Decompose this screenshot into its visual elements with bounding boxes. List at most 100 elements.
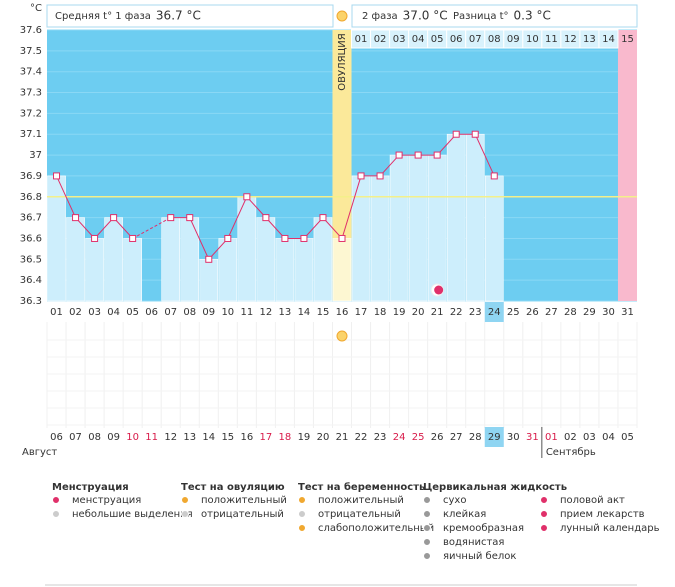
x-tick-label: 03 (88, 307, 101, 318)
y-tick-label: 36.7 (20, 213, 42, 224)
legend-title: Тест на беременность (298, 481, 425, 493)
temperature-bar (104, 217, 123, 302)
temperature-marker (262, 214, 270, 222)
legend-title: Менструация (52, 482, 129, 493)
legend-icon (298, 524, 306, 532)
date-label: 07 (69, 432, 82, 443)
phase2-day: 14 (602, 34, 615, 45)
date-label: 14 (202, 432, 215, 443)
x-tick-label: 15 (317, 307, 330, 318)
temperature-marker (205, 255, 213, 263)
legend-item: прием лекарств (560, 509, 645, 520)
legend-item: отрицательный (318, 509, 401, 520)
legend-item: половой акт (560, 495, 625, 506)
temperature-bar (465, 133, 485, 302)
legend-icon (540, 524, 548, 532)
phase2-day: 06 (450, 34, 463, 45)
x-tick-label: 20 (412, 307, 425, 318)
temperature-marker (471, 130, 479, 138)
temperature-marker (53, 172, 61, 180)
date-label: 27 (450, 432, 463, 443)
temperature-bar (427, 154, 447, 302)
sun-icon (336, 10, 348, 22)
y-tick-label: 37.5 (20, 46, 42, 57)
x-tick-label: 30 (602, 307, 615, 318)
x-tick-label: 18 (374, 307, 387, 318)
legend-item: кремообразная (443, 523, 524, 534)
x-tick-label: 21 (431, 307, 444, 318)
y-tick-label: 37.3 (20, 88, 42, 99)
temperature-bar (294, 238, 314, 302)
y-tick-label: 36.3 (20, 296, 42, 307)
x-tick-label: 10 (221, 307, 234, 318)
sun-icon (336, 330, 348, 342)
x-tick-label: 28 (564, 307, 577, 318)
temperature-marker (110, 214, 118, 222)
temperature-marker (224, 234, 232, 242)
phase2-day: 11 (545, 34, 558, 45)
diff-value: 0.3 °C (514, 9, 551, 23)
temperature-marker (186, 214, 194, 222)
temperature-bar (256, 217, 276, 302)
date-label: 23 (374, 432, 387, 443)
date-label: 24 (393, 432, 406, 443)
temperature-bar (408, 154, 428, 302)
phase2-day: 12 (564, 34, 577, 45)
temperature-bar (123, 238, 142, 302)
x-tick-label: 13 (279, 307, 292, 318)
date-label: 25 (412, 432, 425, 443)
ovulation-label: ОВУЛЯЦИЯ (337, 33, 348, 91)
x-tick-label: 05 (126, 307, 139, 318)
phase2-day: 01 (355, 34, 368, 45)
legend-title: Цервикальная жидкость (423, 482, 567, 493)
legend-item: яичный белок (443, 551, 516, 562)
today-box (484, 302, 504, 322)
y-tick-label: 36.4 (20, 275, 42, 286)
phase2-day: 09 (507, 34, 520, 45)
temperature-marker (395, 151, 403, 159)
temperature-bar (351, 175, 371, 302)
legend-title: Тест на овуляцию (181, 482, 285, 493)
date-label: 31 (526, 432, 539, 443)
date-label: 22 (355, 432, 368, 443)
temperature-bar (161, 217, 181, 302)
legend-item: положительный (201, 495, 287, 506)
header-phase1 (46, 4, 334, 28)
temperature-marker (72, 214, 80, 222)
date-label: 09 (107, 432, 120, 443)
legend-item: положительный (318, 495, 404, 506)
date-label: 02 (564, 432, 577, 443)
phase2-day: 13 (583, 34, 596, 45)
x-tick-label: 11 (240, 307, 253, 318)
date-label: 01 (545, 432, 558, 443)
temperature-bar (332, 238, 352, 302)
x-tick-label: 14 (298, 307, 311, 318)
phase2-day: 03 (393, 34, 406, 45)
x-tick-label: 04 (107, 307, 120, 318)
temperature-marker (452, 130, 460, 138)
x-tick-label: 25 (507, 307, 520, 318)
date-label: 26 (431, 432, 444, 443)
x-tick-label: 22 (450, 307, 463, 318)
y-tick-label: 36.8 (20, 192, 42, 203)
date-label: 18 (279, 432, 292, 443)
y-tick-label: 36.5 (20, 254, 42, 265)
legend-icon (298, 496, 306, 504)
x-tick-label: 02 (69, 307, 82, 318)
legend-item: водянистая (443, 537, 504, 548)
x-tick-label: 17 (355, 307, 368, 318)
x-tick-label: 01 (50, 307, 63, 318)
date-label: 15 (221, 432, 234, 443)
legend-icon (181, 510, 189, 518)
date-label: 28 (469, 432, 482, 443)
phase2-label: 2 фаза (362, 11, 398, 22)
temperature-bar (85, 238, 104, 302)
phase2-value: 37.0 °C (403, 9, 448, 23)
temperature-marker (300, 234, 308, 242)
x-tick-label: 16 (336, 307, 349, 318)
legend-item: клейкая (443, 509, 486, 520)
legend-item: слабоположительный (318, 523, 434, 534)
y-tick-label: 36.6 (20, 233, 42, 244)
phase2-day: 02 (374, 34, 387, 45)
date-label: 08 (88, 432, 101, 443)
